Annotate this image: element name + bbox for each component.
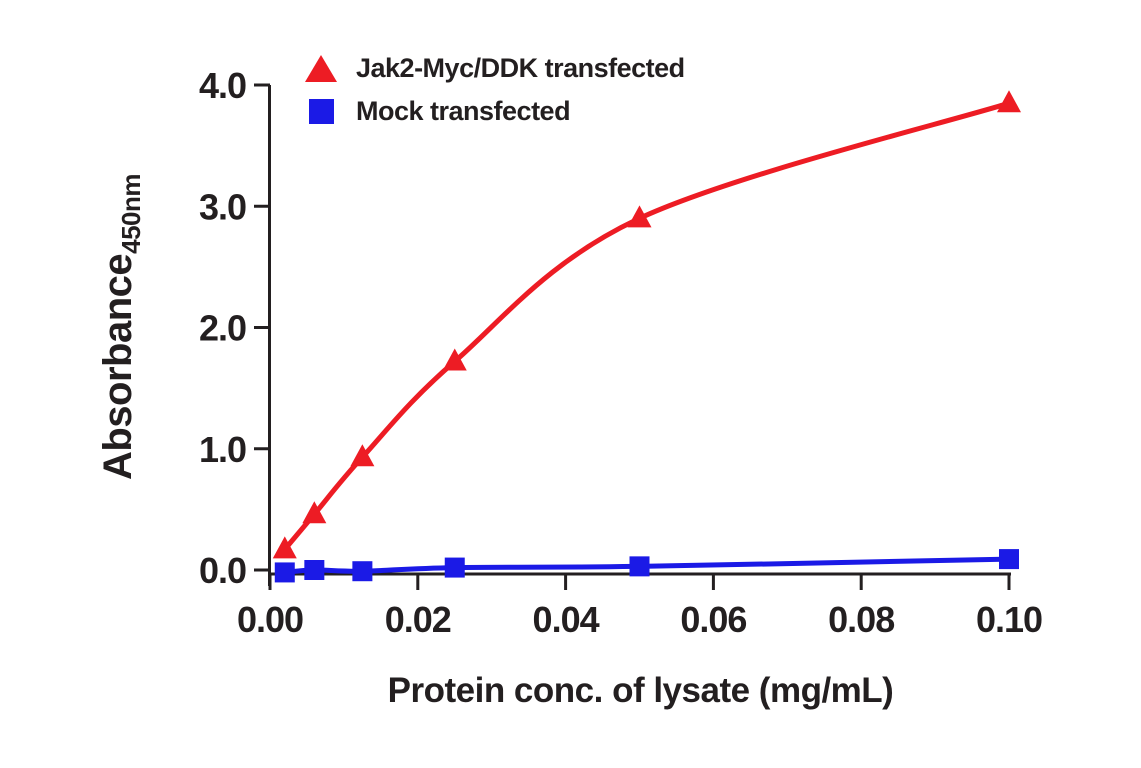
data-point-triangle bbox=[442, 348, 467, 371]
data-point-triangle bbox=[350, 444, 375, 467]
data-point-triangle bbox=[627, 205, 652, 228]
y-axis-title: Absorbance450nm bbox=[96, 174, 146, 481]
y-tick-label: 1.0 bbox=[199, 429, 246, 470]
data-point-square bbox=[629, 556, 650, 577]
data-point-square bbox=[274, 562, 295, 583]
y-tick-label: 4.0 bbox=[199, 65, 246, 106]
blue-square-icon bbox=[308, 99, 334, 124]
data-point-triangle bbox=[272, 536, 297, 559]
x-tick-label: 0.04 bbox=[533, 599, 600, 640]
y-axis-title-subscript: 450nm bbox=[116, 173, 146, 254]
legend-marker-box bbox=[304, 99, 338, 124]
legend: Jak2-Myc/DDK transfected Mock transfecte… bbox=[304, 52, 685, 128]
data-point-square bbox=[304, 560, 325, 580]
y-axis-title-main: Absorbance bbox=[96, 253, 140, 481]
x-tick-label: 0.08 bbox=[828, 599, 894, 640]
data-point-triangle bbox=[302, 501, 327, 524]
y-tick-label: 3.0 bbox=[199, 186, 246, 227]
x-tick-label: 0.06 bbox=[680, 599, 746, 640]
legend-marker-box bbox=[304, 55, 338, 82]
legend-label-mock: Mock transfected bbox=[356, 96, 571, 126]
y-tick-label: 0.0 bbox=[199, 550, 246, 591]
data-point-square bbox=[999, 549, 1019, 570]
x-tick-label: 0.02 bbox=[385, 599, 451, 640]
data-point-triangle bbox=[997, 90, 1021, 113]
legend-item-mock: Mock transfected bbox=[304, 95, 685, 128]
y-tick-label: 2.0 bbox=[199, 308, 246, 349]
x-tick-label: 0.00 bbox=[237, 599, 303, 640]
data-point-square bbox=[444, 557, 465, 578]
red-triangle-icon bbox=[305, 55, 337, 82]
x-tick-label: 0.10 bbox=[976, 599, 1042, 640]
series-line-0 bbox=[282, 100, 1012, 552]
x-axis-title: Protein conc. of lysate (mg/mL) bbox=[387, 671, 894, 710]
legend-label-jak2: Jak2-Myc/DDK transfected bbox=[356, 53, 685, 83]
legend-item-jak2: Jak2-Myc/DDK transfected bbox=[304, 52, 685, 85]
data-point-square bbox=[352, 561, 373, 582]
